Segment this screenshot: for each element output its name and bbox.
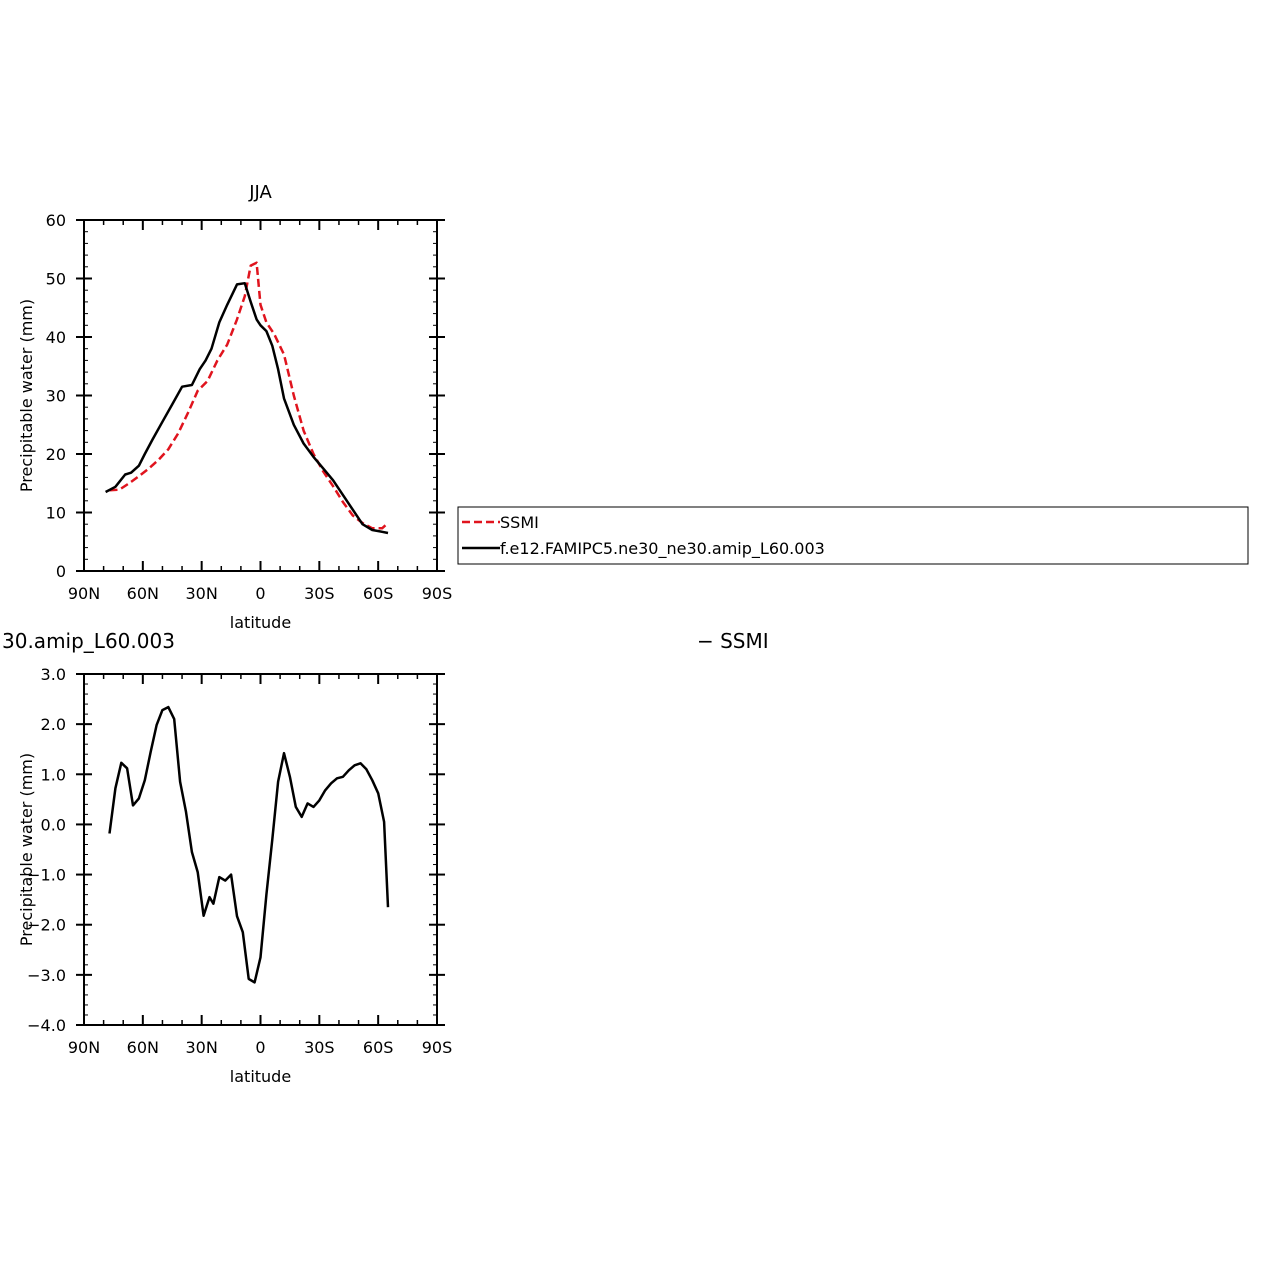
x-tick-label: 90S (422, 1038, 453, 1057)
x-tick-label: 30S (304, 1038, 335, 1057)
legend-box (457, 506, 1249, 565)
x-tick-label: 30N (186, 584, 218, 603)
clipped-legend-label: − SSMI (697, 629, 769, 653)
y-tick-label: −2.0 (27, 916, 66, 935)
y-tick-label: 2.0 (41, 715, 66, 734)
chart-top: 90N 60N 30N 0 30S 60S 90S 0 10 20 30 40 50 60 latitude… (17, 182, 452, 632)
legend-label-0: SSMI (500, 513, 539, 532)
y-tick-label: 3.0 (41, 665, 66, 684)
x-axis-title: latitude (230, 613, 291, 632)
y-tick-label: 0.0 (41, 815, 66, 834)
y-tick-label: 50 (46, 270, 66, 289)
y-axis-title-clip: Precipitable water (mm) (17, 753, 36, 946)
x-tick-label: 0 (255, 584, 265, 603)
y-axis-title: Precipitable water (mm) (17, 753, 36, 946)
y-tick-label: 20 (46, 445, 66, 464)
x-tick-label: 30S (304, 584, 335, 603)
x-tick-label: 60S (363, 1038, 394, 1057)
legend-label-1: f.e12.FAMIPC5.ne30_ne30.amip_L60.003 (500, 539, 825, 559)
y-axis-title: Precipitable water (mm) (17, 299, 36, 492)
chart-bottom: 90N 60N 30N 0 30S 60S 90S 3.0 2.0 1.0 0.0 −1.0 −2.0 −… (17, 665, 452, 1086)
series-line-0 (109, 261, 389, 530)
y-tick-label: 60 (46, 211, 66, 230)
y-tick-label: 10 (46, 504, 66, 523)
plot-frame (83, 673, 438, 1026)
chart-title: JJA (248, 182, 272, 203)
x-tick-label: 90N (68, 1038, 100, 1057)
clipped-panel-title: 30.amip_L60.003 (2, 629, 175, 653)
x-tick-label: 60N (127, 1038, 159, 1057)
x-tick-label: 60S (363, 584, 394, 603)
y-tick-label: −3.0 (27, 966, 66, 985)
y-tick-label: 40 (46, 328, 66, 347)
x-tick-label: 60N (127, 584, 159, 603)
x-tick-label: 0 (255, 1038, 265, 1057)
x-tick-label: 90S (422, 584, 453, 603)
series-line-1 (105, 281, 389, 535)
y-tick-label: −4.0 (27, 1016, 66, 1035)
x-axis-title: latitude (230, 1067, 291, 1086)
x-tick-label: 30N (186, 1038, 218, 1057)
y-tick-label: 0 (56, 562, 66, 581)
y-tick-label: 1.0 (41, 765, 66, 784)
plot-frame (83, 219, 438, 572)
x-tick-label: 90N (68, 584, 100, 603)
series-line-0 (108, 705, 390, 984)
legend: SSMI f.e12.FAMIPC5.ne30_ne30.amip_L60.003 (457, 506, 1249, 565)
y-tick-label: 30 (46, 387, 66, 406)
y-tick-label: −1.0 (27, 866, 66, 885)
